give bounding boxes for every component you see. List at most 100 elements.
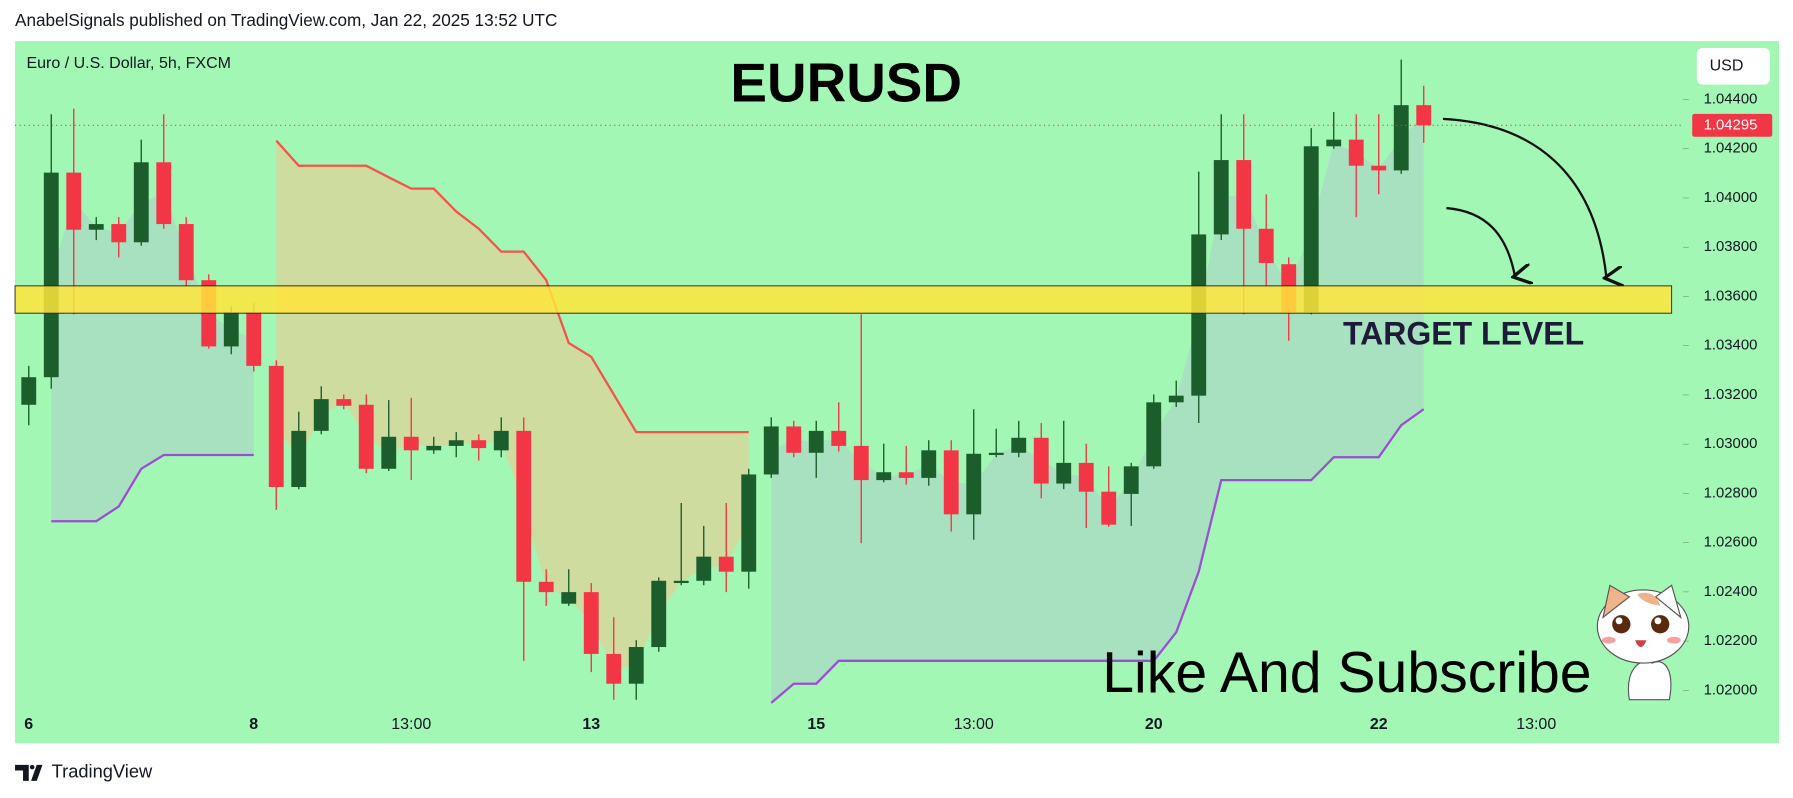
- candle-body: [426, 445, 442, 451]
- x-tick-label: 15: [807, 716, 825, 733]
- candle-body: [223, 312, 239, 347]
- target-zone: [14, 285, 1673, 314]
- candle-body: [966, 453, 982, 515]
- candle-body: [538, 581, 554, 593]
- candle-body: [1033, 437, 1049, 484]
- candle-body: [1146, 402, 1162, 467]
- candle-body: [111, 224, 127, 243]
- candle-body: [763, 426, 779, 475]
- candle-body: [1123, 466, 1139, 494]
- band-fill: [51, 193, 254, 522]
- candle-body: [358, 404, 374, 469]
- candle-body: [808, 430, 824, 453]
- candle-body: [876, 472, 892, 481]
- candle-body: [448, 440, 464, 446]
- arrow: [1442, 117, 1606, 278]
- chart-title: EURUSD: [730, 51, 962, 113]
- candle-body: [88, 224, 104, 230]
- candle-body: [313, 399, 329, 431]
- footer-brand: TradingView: [52, 761, 153, 782]
- y-tick-label: 1.03800: [1704, 239, 1758, 255]
- candle-body: [583, 592, 599, 654]
- last-price-badge: [1692, 113, 1773, 137]
- band-line: [275, 139, 749, 434]
- candle-body: [1101, 491, 1117, 525]
- candle-body: [696, 556, 712, 581]
- y-tick-label: 1.04400: [1704, 91, 1758, 107]
- candle-body: [786, 426, 802, 453]
- candle-body: [1191, 234, 1207, 396]
- x-tick-label: 13:00: [391, 716, 431, 733]
- candle-body: [1416, 105, 1432, 126]
- currency-box: [1696, 48, 1770, 85]
- candle-body: [156, 162, 172, 225]
- candle-body: [1393, 105, 1409, 171]
- y-tick-label: 1.03000: [1704, 436, 1758, 452]
- y-tick-label: 1.03200: [1704, 387, 1758, 403]
- candle-body: [718, 556, 734, 572]
- y-tick-label: 1.04000: [1704, 190, 1758, 206]
- candle-body: [673, 580, 689, 584]
- candle-body: [516, 430, 532, 582]
- candle-body: [1371, 165, 1387, 171]
- candle-body: [403, 436, 419, 451]
- x-tick-label: 6: [24, 716, 33, 733]
- y-tick-label: 1.02400: [1704, 584, 1758, 600]
- candle-body: [471, 440, 487, 449]
- publish-header: AnabelSignals published on TradingView.c…: [15, 10, 557, 30]
- candle-body: [21, 377, 37, 405]
- candle-body: [1236, 160, 1252, 229]
- candle-body: [1326, 139, 1342, 147]
- candle-body: [1011, 437, 1027, 453]
- symbol-label: Euro / U.S. Dollar, 5h, FXCM: [26, 55, 231, 72]
- candle-body: [741, 474, 757, 572]
- y-tick-label: 1.02200: [1704, 633, 1758, 649]
- candle-body: [1303, 146, 1319, 313]
- y-tick-label: 1.03400: [1704, 338, 1758, 354]
- candle-body: [561, 592, 577, 604]
- candle-body: [1078, 462, 1094, 492]
- candle-body: [1168, 395, 1184, 403]
- candle-body: [381, 436, 397, 469]
- candle-body: [898, 472, 914, 478]
- currency-label: USD: [1710, 58, 1744, 75]
- candle-body: [628, 647, 644, 684]
- candle-body: [268, 365, 284, 488]
- candle-body: [853, 445, 869, 481]
- candle-body: [921, 450, 937, 478]
- tradingview-logo: [15, 764, 43, 781]
- y-tick-label: 1.04200: [1704, 141, 1758, 157]
- candle-body: [133, 162, 149, 243]
- x-tick-label: 8: [249, 716, 258, 733]
- subscribe-label: Like And Subscribe: [1102, 641, 1591, 705]
- band-line: [51, 408, 1425, 704]
- cat-sticker: [1596, 584, 1690, 701]
- candle-body: [988, 452, 1004, 456]
- candle-body: [606, 653, 622, 684]
- candle-body: [831, 430, 847, 446]
- target-label: TARGET LEVEL: [1343, 316, 1584, 352]
- candle-body: [43, 172, 59, 378]
- x-tick-label: 13: [582, 716, 600, 733]
- candle-body: [943, 450, 959, 515]
- y-tick-label: 1.02600: [1704, 535, 1758, 551]
- candle-body: [493, 430, 509, 451]
- last-price-label: 1.04295: [1704, 117, 1758, 133]
- candle-body: [1348, 139, 1364, 166]
- candle-body: [1258, 228, 1274, 263]
- arrow: [1446, 206, 1515, 277]
- band-fill: [276, 140, 749, 669]
- candle-body: [336, 399, 352, 406]
- x-tick-label: 20: [1145, 716, 1163, 733]
- y-tick-label: 1.03600: [1704, 288, 1758, 304]
- candle-body: [291, 430, 307, 488]
- candle-body: [1056, 462, 1072, 484]
- candle-body: [178, 224, 194, 281]
- x-tick-label: 13:00: [1516, 716, 1556, 733]
- y-tick-label: 1.02000: [1704, 682, 1758, 698]
- x-tick-label: 22: [1370, 716, 1388, 733]
- y-tick-label: 1.02800: [1704, 485, 1758, 501]
- candle-body: [651, 580, 667, 648]
- candle-body: [66, 172, 82, 230]
